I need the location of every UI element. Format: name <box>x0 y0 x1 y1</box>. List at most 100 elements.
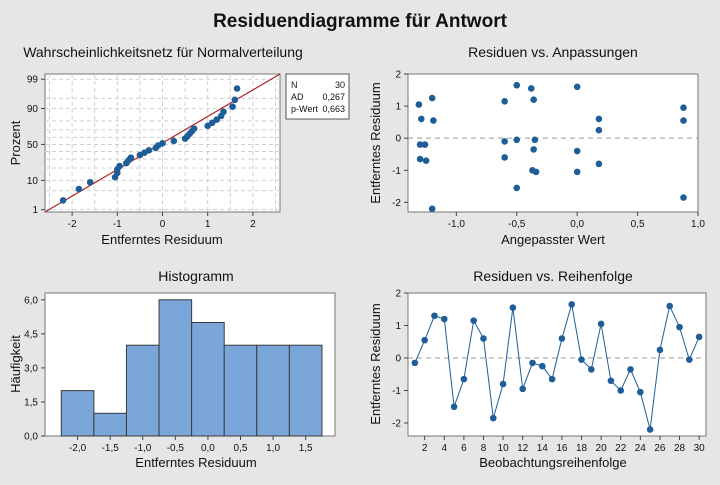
order-series-line <box>414 304 700 430</box>
order-point <box>480 335 487 342</box>
order-xtick-label: 24 <box>635 443 647 454</box>
main-title: Residuendiagramme für Antwort <box>213 11 508 32</box>
order-ytick-label: -1 <box>392 386 401 397</box>
order-point <box>588 366 595 373</box>
resfit-xtick-label: 0,5 <box>631 219 645 230</box>
order-point <box>519 385 526 393</box>
hist-bar <box>93 412 127 437</box>
order-xtick-label: 16 <box>556 443 568 454</box>
resfit-ytick-label: -2 <box>392 198 401 209</box>
panel-histogram: Histogramm -2,0 -1,5 -1,0 -0,5 0,0 0,5 1,0 1,5 … <box>8 268 336 470</box>
order-plot-area <box>407 292 707 437</box>
hist-bar <box>256 344 290 437</box>
resfit-point <box>416 141 424 148</box>
order-ytick-label: 1 <box>395 321 401 332</box>
stat-n-value: 30 <box>335 80 345 90</box>
order-point <box>607 377 615 385</box>
hist-xlabel: Entferntes Residuum <box>135 455 256 470</box>
order-point <box>529 359 536 367</box>
resfit-xtick-label: -0,5 <box>508 219 526 230</box>
order-point <box>686 356 693 363</box>
resfit-point <box>417 115 425 123</box>
normal-grid <box>45 74 280 212</box>
resfit-point <box>421 141 429 148</box>
order-xtick-label: 28 <box>674 443 686 454</box>
normal-points <box>59 85 241 204</box>
normal-point <box>59 197 67 204</box>
normal-title: Wahrscheinlichkeitsnetz für Normalvertei… <box>23 44 303 60</box>
normal-xtick-label: -2 <box>68 219 77 230</box>
hist-ytick-label: 4,5 <box>24 329 38 340</box>
resfit-point <box>573 83 581 91</box>
order-point <box>489 414 497 422</box>
resfit-point <box>415 101 423 108</box>
hist-bar <box>125 344 160 437</box>
resfit-point <box>428 94 436 102</box>
normal-xtick-label: -1 <box>113 219 122 230</box>
normal-ytick-label: 50 <box>27 140 39 151</box>
resfit-ytick-label: -1 <box>392 166 401 177</box>
normal-stats-box: N 30 AD 0,267 p-Wert 0,663 <box>285 73 350 120</box>
resfit-point <box>595 115 603 123</box>
order-point <box>666 302 674 310</box>
hist-bar <box>158 299 193 437</box>
normal-ytick-label: 99 <box>27 75 39 86</box>
resfit-points <box>415 81 687 213</box>
order-point <box>558 335 566 342</box>
order-point <box>568 301 576 308</box>
order-point <box>411 359 419 367</box>
order-point <box>597 320 605 328</box>
order-title: Residuen vs. Reihenfolge <box>473 268 633 284</box>
order-xtick-label: 26 <box>654 443 666 454</box>
hist-ytick-label: 6,0 <box>24 295 38 306</box>
resfit-point <box>573 147 581 155</box>
hist-xtick-label: -2,0 <box>69 443 87 454</box>
panel-residuals-vs-order: Residuen vs. Reihenfolge 2 4 6 8 10 12 14 16 18 2… <box>368 268 707 470</box>
normal-point <box>229 103 236 110</box>
normal-x-ticks: -2 -1 0 1 2 <box>68 212 256 230</box>
normal-point <box>233 85 241 92</box>
resfit-point <box>428 205 436 213</box>
order-point <box>578 356 585 363</box>
order-point <box>656 346 664 354</box>
resfit-point <box>422 157 430 164</box>
order-point <box>646 426 654 433</box>
resfit-point <box>501 154 508 161</box>
resfit-point <box>595 160 603 168</box>
order-point <box>431 312 438 320</box>
resfit-title: Residuen vs. Anpassungen <box>468 44 638 60</box>
order-ytick-label: 0 <box>395 354 401 365</box>
resfit-point <box>680 194 687 201</box>
order-point <box>676 323 683 331</box>
order-xtick-label: 4 <box>441 443 447 454</box>
order-point <box>421 336 428 344</box>
resfit-point <box>513 184 521 192</box>
resfit-point <box>501 97 508 105</box>
resfit-point <box>527 85 535 92</box>
resfit-point <box>513 81 521 89</box>
order-ytick-label: -2 <box>392 419 401 430</box>
resfit-point <box>531 136 539 144</box>
order-y-ticks: -2 -1 0 1 2 <box>392 289 408 430</box>
order-x-ticks: 2 4 6 8 10 12 14 16 18 20 22 24 26 28 30 <box>422 436 705 454</box>
order-point <box>499 380 507 388</box>
resfit-point <box>501 138 508 145</box>
normal-xtick-label: 2 <box>250 219 256 230</box>
resfit-point <box>430 117 437 124</box>
order-xtick-label: 22 <box>615 443 627 454</box>
hist-xtick-label: 0,0 <box>201 443 215 454</box>
resfit-xtick-label: -1,0 <box>448 219 466 230</box>
normal-point <box>145 146 153 154</box>
resfit-x-ticks: -1,0 -0,5 0,0 0,5 1,0 <box>448 212 705 230</box>
order-point <box>470 317 477 324</box>
resfit-point <box>680 117 687 124</box>
normal-point <box>116 162 123 170</box>
normal-xlabel: Entferntes Residuum <box>101 232 222 247</box>
order-ytick-label: 2 <box>395 289 401 300</box>
order-point <box>450 403 458 411</box>
order-xlabel: Beobachtungsreihenfolge <box>479 455 626 470</box>
resfit-point <box>530 146 537 153</box>
order-xtick-label: 2 <box>422 443 428 454</box>
resfit-xtick-label: 0,0 <box>570 219 584 230</box>
